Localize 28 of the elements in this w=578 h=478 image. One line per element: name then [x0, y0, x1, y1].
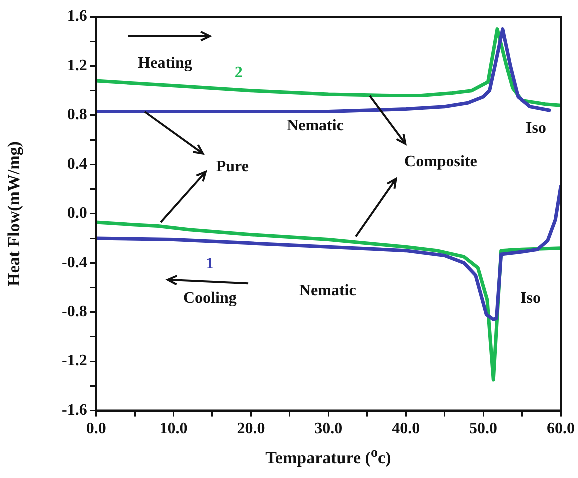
x-axis-title: Temparature ($^{o}$c): [266, 444, 392, 468]
x-tick-label: 10.0: [160, 420, 188, 438]
annotation: Nematic: [299, 282, 356, 300]
annotation: Nematic: [287, 118, 344, 135]
x-tick-label: 30.0: [314, 420, 343, 438]
annotation: Heating: [138, 54, 192, 72]
annotation: Composite: [404, 153, 478, 170]
annotation: 1: [206, 255, 214, 272]
y-tick-label: -0.4: [62, 254, 88, 272]
y-tick-label: -0.8: [62, 303, 88, 320]
x-tick-label: 40.0: [392, 420, 420, 438]
x-tick-label: 60.0: [547, 420, 575, 438]
annotation: Iso: [526, 120, 546, 138]
annotation: Iso: [520, 290, 542, 307]
x-tick-label: 0.0: [86, 420, 106, 438]
y-tick-label: 1.2: [67, 57, 88, 74]
y-tick-label: 0.8: [67, 106, 88, 124]
annotation: Pure: [216, 158, 249, 176]
annotation: Cooling: [184, 290, 237, 307]
annotation: 2: [234, 64, 243, 82]
y-axis-title: Heat Flow(mW/mg): [4, 141, 24, 286]
y-tick-label: -1.2: [62, 352, 88, 370]
x-tick-label: 20.0: [237, 420, 266, 438]
y-tick-label: -1.6: [62, 402, 88, 419]
x-tick-label: 50.0: [470, 420, 498, 438]
y-tick-label: 0.4: [67, 156, 88, 173]
y-tick-label: 0.0: [67, 205, 88, 222]
y-tick-label: 1.6: [67, 8, 88, 26]
